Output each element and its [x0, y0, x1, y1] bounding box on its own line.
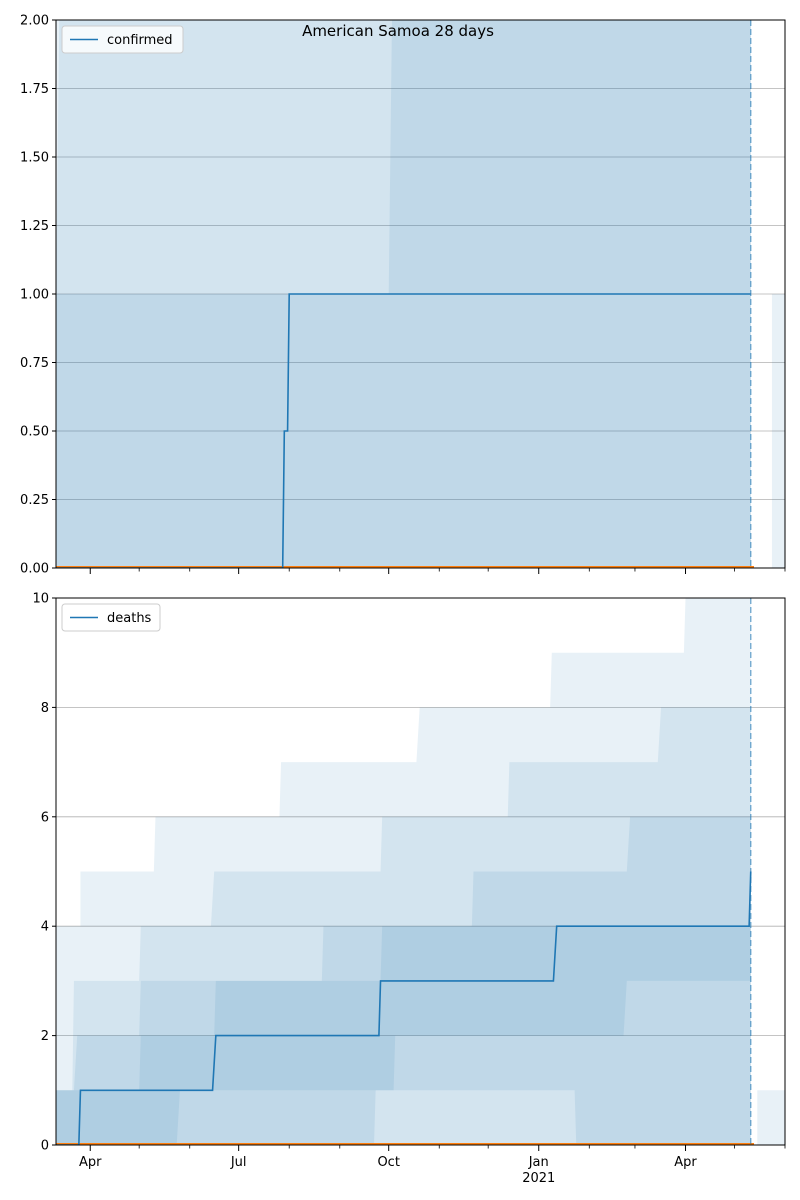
- y-tick-label-4: 8: [41, 701, 49, 716]
- y-tick-label-1: 0.25: [20, 493, 49, 508]
- legend-label: deaths: [107, 611, 152, 626]
- y-tick-label-3: 0.75: [20, 356, 49, 371]
- y-tick-label-4: 1.00: [20, 288, 49, 303]
- y-tick-label-8: 2.00: [20, 14, 49, 29]
- confirmed-panel: 0.00 0.25 0.50 0.75 1.00 1.25 1.50 1.75 2.00 conf…: [20, 14, 786, 577]
- x-tick-label-3: Jan: [528, 1155, 549, 1170]
- uncertainty-band-3: [771, 294, 785, 568]
- y-tick-label-3: 6: [41, 810, 49, 825]
- legend-label: confirmed: [107, 33, 173, 48]
- y-tick-label-0: 0.00: [20, 562, 49, 577]
- figure-title: American Samoa 28 days: [302, 22, 494, 40]
- x-tick-label-4: Apr: [674, 1155, 697, 1170]
- y-tick-label-6: 1.50: [20, 151, 49, 166]
- legend-box: [61, 25, 184, 54]
- y-tick-label-5: 1.25: [20, 219, 49, 234]
- x-tick-label-0: Apr: [79, 1155, 102, 1170]
- y-tick-label-1: 2: [41, 1029, 49, 1044]
- y-tick-label-5: 10: [32, 592, 49, 607]
- x-tick-label-1: Jul: [230, 1155, 247, 1170]
- series-line-confirmed: [56, 293, 751, 568]
- y-tick-label-2: 4: [41, 920, 49, 935]
- uncertainty-band-4: [757, 1090, 785, 1145]
- uncertainty-band-3: [56, 926, 751, 1145]
- y-tick-label-0: 0: [41, 1139, 49, 1154]
- legend-box: [61, 603, 161, 632]
- x-tick-label-2: Oct: [377, 1155, 399, 1170]
- y-tick-label-2: 0.50: [20, 425, 49, 440]
- x-tick-year-label: 2021: [522, 1171, 555, 1186]
- uncertainty-band-0: [56, 598, 751, 1145]
- series-line-deaths: [56, 871, 752, 1145]
- axes-frame: [55, 597, 786, 1146]
- y-tick-label-7: 1.75: [20, 82, 49, 97]
